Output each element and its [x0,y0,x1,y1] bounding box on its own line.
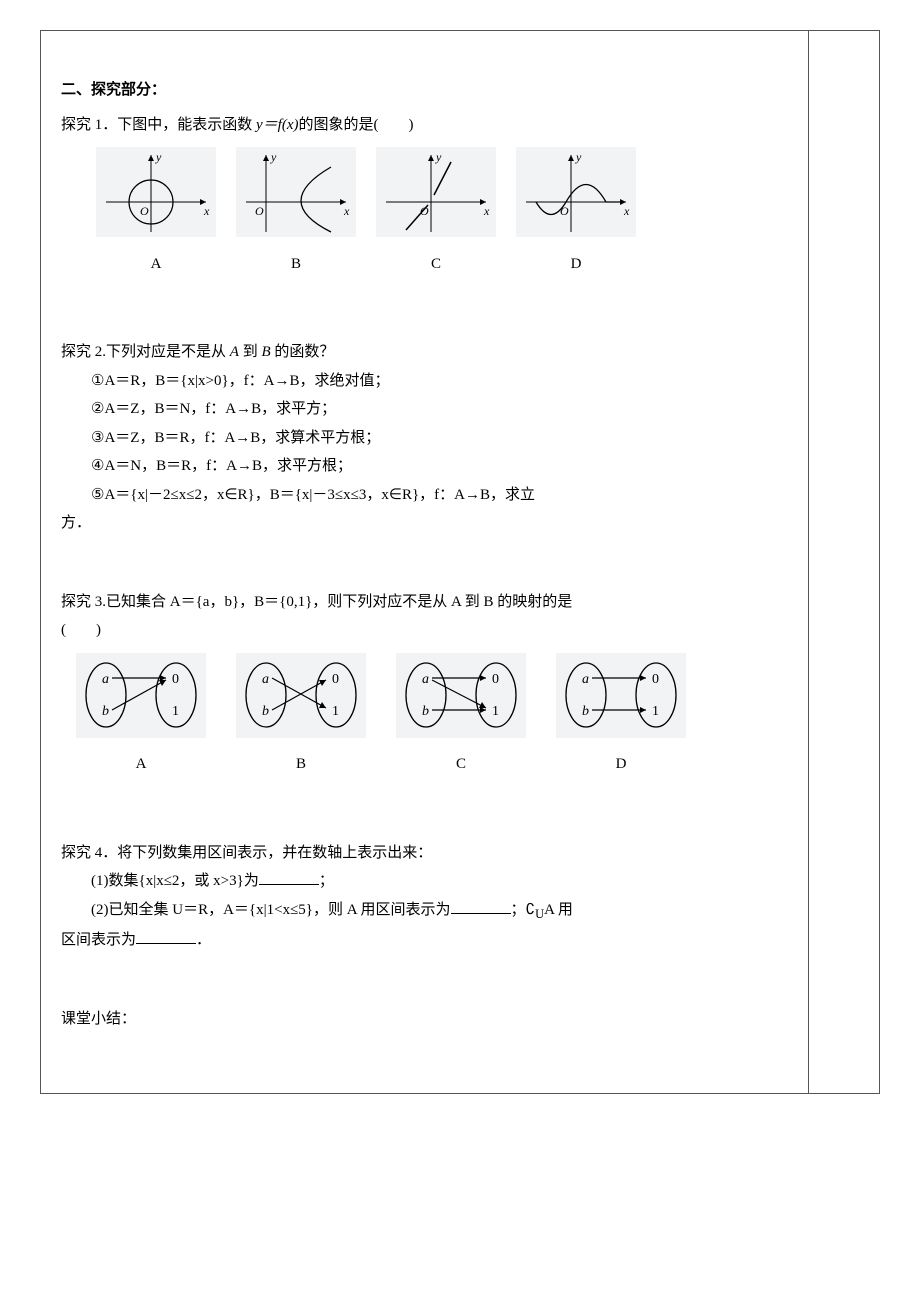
q2-stem: 探究 2.下列对应是不是从 A 到 B 的函数？ [61,338,788,367]
q4-line3-b: ． [196,932,211,948]
q2-A: A [230,344,239,360]
spacer-3 [61,789,788,839]
svg-text:x: x [483,204,490,218]
graph-option-c: y x O C [371,147,501,278]
main-column: 二、探究部分： 探究 1．下图中，能表示函数 y＝f(x)的图象的是( ) y … [41,31,809,1093]
svg-text:y: y [155,150,162,164]
blank-2 [451,899,511,914]
q2-tail: 方． [61,509,788,538]
side-column [809,31,879,1093]
q3-stem: 探究 3.已知集合 A＝{a，b}，B＝{0,1}，则下列对应不是从 A 到 B… [61,588,788,617]
q2-item-4: ④A＝N，B＝R，f：A→B，求平方根； [61,452,788,481]
svg-text:a: a [102,672,109,687]
mapping-d-svg: a b 0 1 [556,653,686,738]
svg-text:x: x [623,204,630,218]
q4-line2-b: ；∁ [511,902,536,918]
svg-text:1: 1 [172,704,179,719]
mapping-c-label: C [391,750,531,779]
bottom-pad [61,1033,788,1053]
q2-stem-a: 探究 2.下列对应是不是从 [61,344,230,360]
spacer [61,288,788,338]
svg-text:O: O [255,204,264,218]
svg-text:1: 1 [652,704,659,719]
q2-stem-b: 到 [239,344,262,360]
complement-sub: U [535,907,544,921]
svg-text:b: b [262,704,269,719]
q1-tail: 的图象的是( ) [299,117,414,133]
svg-text:a: a [582,672,589,687]
q2-item-1: ①A＝R，B＝{x|x>0}，f：A→B，求绝对值； [61,367,788,396]
graph-option-d: y x O D [511,147,641,278]
class-summary: 课堂小结： [61,1005,788,1034]
graph-b-label: B [231,250,361,279]
q1-figure-row: y x O A y x O B [91,147,788,278]
svg-text:y: y [575,150,582,164]
graph-c-svg: y x O [376,147,496,237]
blank-1 [259,870,319,885]
section-title: 二、探究部分： [61,76,788,105]
q4-line1-a: (1)数集{x|x≤2，或 x>3}为 [91,873,259,889]
q2-item-3: ③A＝Z，B＝R，f：A→B，求算术平方根； [61,424,788,453]
q2-B: B [261,344,270,360]
graph-a-label: A [91,250,221,279]
mapping-option-a: a b 0 1 A [71,653,211,779]
svg-text:b: b [422,704,429,719]
page-frame: 二、探究部分： 探究 1．下图中，能表示函数 y＝f(x)的图象的是( ) y … [40,30,880,1094]
mapping-c-svg: a b 0 1 [396,653,526,738]
svg-text:O: O [420,204,429,218]
svg-text:0: 0 [652,672,659,687]
q3-paren: ( ) [61,616,788,645]
svg-text:x: x [343,204,350,218]
q1-stem-text: 探究 1．下图中，能表示函数 [61,117,256,133]
q4-line1-b: ； [319,873,334,889]
svg-text:0: 0 [172,672,179,687]
graph-b-svg: y x O [236,147,356,237]
graph-a-svg: y x O [96,147,216,237]
svg-text:a: a [422,672,429,687]
graph-d-svg: y x O [516,147,636,237]
mapping-b-svg: a b 0 1 [236,653,366,738]
mapping-a-label: A [71,750,211,779]
svg-text:b: b [102,704,109,719]
mapping-a-svg: a b 0 1 [76,653,206,738]
q2-item-5: ⑤A＝{x|－2≤x≤2，x∈R}，B＝{x|－3≤x≤3，x∈R}，f：A→B… [61,481,788,510]
svg-text:y: y [435,150,442,164]
svg-text:O: O [140,204,149,218]
mapping-option-d: a b 0 1 D [551,653,691,779]
q2-item-2: ②A＝Z，B＝N，f：A→B，求平方； [61,395,788,424]
graph-d-label: D [511,250,641,279]
svg-text:0: 0 [332,672,339,687]
q4-line3-a: 区间表示为 [61,932,136,948]
mapping-d-label: D [551,750,691,779]
graph-c-label: C [371,250,501,279]
svg-text:b: b [582,704,589,719]
q4-line2: (2)已知全集 U＝R，A＝{x|1<x≤5}，则 A 用区间表示为 ；∁UA 用 [61,896,788,927]
mapping-option-b: a b 0 1 B [231,653,371,779]
svg-text:1: 1 [332,704,339,719]
q1-formula: y＝f(x) [256,117,298,133]
blank-3 [136,929,196,944]
q4-line2-a: (2)已知全集 U＝R，A＝{x|1<x≤5}，则 A 用区间表示为 [91,902,451,918]
spacer-4 [61,955,788,1005]
graph-option-a: y x O A [91,147,221,278]
q2-stem-c: 的函数？ [271,344,335,360]
svg-text:O: O [560,204,569,218]
mapping-option-c: a b 0 1 C [391,653,531,779]
q1-stem: 探究 1．下图中，能表示函数 y＝f(x)的图象的是( ) [61,111,788,140]
q3-mapping-row: a b 0 1 A a b 0 1 [71,653,788,779]
mapping-b-label: B [231,750,371,779]
svg-text:x: x [203,204,210,218]
svg-text:y: y [270,150,277,164]
q4-line3: 区间表示为 ． [61,926,788,955]
svg-text:1: 1 [492,704,499,719]
q4-line2-c: A 用 [544,902,573,918]
svg-text:a: a [262,672,269,687]
q4-line1: (1)数集{x|x≤2，或 x>3}为 ； [61,867,788,896]
svg-text:0: 0 [492,672,499,687]
spacer-2 [61,538,788,588]
graph-option-b: y x O B [231,147,361,278]
q4-stem: 探究 4．将下列数集用区间表示，并在数轴上表示出来： [61,839,788,868]
